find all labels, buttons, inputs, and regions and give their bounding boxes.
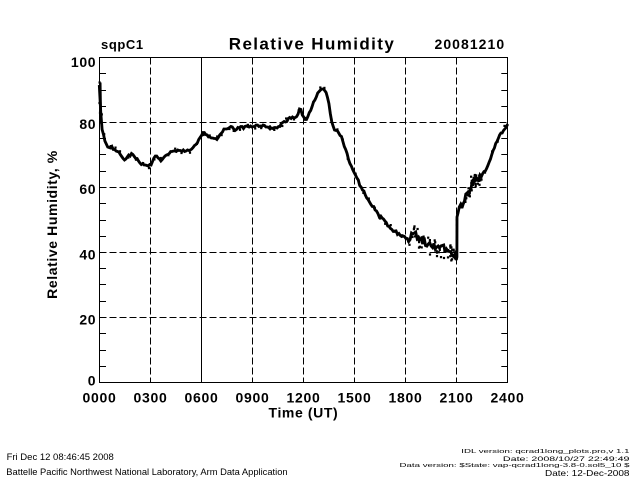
svg-text:2100: 2100 [440,389,474,405]
svg-text:0900: 0900 [236,389,270,405]
svg-text:2400: 2400 [491,389,525,405]
svg-text:0000: 0000 [83,389,117,405]
svg-text:20: 20 [79,312,96,328]
svg-text:Relative Humidity: Relative Humidity [229,35,395,54]
svg-text:1500: 1500 [338,389,372,405]
svg-text:1200: 1200 [287,389,321,405]
svg-text:0600: 0600 [185,389,219,405]
svg-text:sqpC1: sqpC1 [101,37,144,52]
svg-text:1800: 1800 [389,389,423,405]
svg-text:60: 60 [79,181,96,197]
svg-text:Time (UT): Time (UT) [269,404,339,420]
svg-text:0: 0 [88,373,97,389]
svg-text:Relative Humidity, %: Relative Humidity, % [44,150,60,299]
svg-text:100: 100 [71,54,96,70]
svg-text:40: 40 [79,247,96,263]
svg-text:80: 80 [79,116,96,132]
svg-text:0300: 0300 [134,389,168,405]
svg-text:20081210: 20081210 [435,36,506,52]
